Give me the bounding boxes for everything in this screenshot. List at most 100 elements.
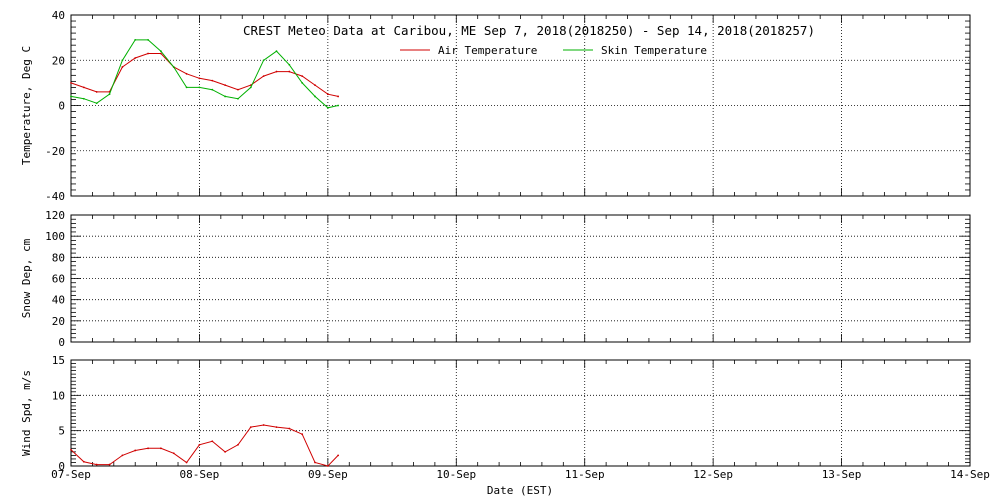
data-point [147, 52, 149, 55]
data-point [121, 66, 124, 68]
x-tick-label: 13-Sep [822, 468, 862, 481]
x-tick-label: 10-Sep [436, 468, 476, 481]
y-tick-label: 100 [45, 230, 65, 243]
data-point [275, 426, 278, 429]
data-point [249, 426, 252, 429]
data-point [160, 447, 162, 450]
panel-3: 0 5 10 15 Wind Spd, m/s 07-Sep 08-Sep 09-Sep 10-… [20, 354, 990, 481]
data-point [134, 449, 137, 452]
data-point [249, 86, 252, 89]
x-tick-label: 12-Sep [693, 468, 733, 481]
legend-entry: Skin Temperature [601, 44, 707, 57]
data-point [237, 97, 239, 100]
y-tick-label: -20 [45, 145, 65, 158]
data-point [224, 84, 227, 87]
data-point [288, 427, 291, 430]
data-point [185, 72, 188, 75]
x-tick-label: 07-Sep [51, 468, 91, 481]
plot-frame [70, 359, 971, 467]
data-point [326, 93, 329, 96]
y-tick-label: 120 [45, 209, 65, 222]
data-point [262, 424, 265, 426]
data-point [147, 447, 149, 450]
data-point [95, 102, 98, 105]
data-point [95, 463, 98, 466]
data-point [314, 95, 316, 98]
y-tick-label: 15 [52, 354, 65, 367]
data-point [172, 452, 175, 455]
data-point [70, 448, 72, 451]
legend: Air Temperature Skin Temperature [400, 44, 707, 57]
data-point [337, 104, 340, 107]
data-point [237, 88, 239, 91]
data-point [198, 443, 201, 446]
y-tick-label: 0 [58, 460, 65, 473]
data-point [160, 50, 162, 53]
y-tick-label: 40 [52, 294, 65, 307]
data-point [185, 461, 188, 464]
data-point [288, 63, 291, 66]
data-point [262, 59, 265, 62]
data-point [275, 50, 278, 53]
y-tick-label: 0 [58, 100, 65, 113]
data-point [224, 450, 227, 453]
data-point [108, 93, 111, 96]
data-point [326, 106, 329, 109]
y-tick-label: 40 [52, 9, 65, 22]
data-point [314, 84, 316, 87]
data-point [288, 70, 291, 73]
data-point [121, 454, 124, 457]
data-point [82, 460, 85, 463]
y-axis-label: Wind Spd, m/s [20, 370, 33, 456]
data-point [326, 465, 329, 467]
data-point [82, 97, 85, 100]
y-tick-label: 80 [52, 251, 65, 264]
x-tick-label: 09-Sep [308, 468, 348, 481]
data-point [211, 88, 214, 91]
y-tick-label: 10 [52, 389, 65, 402]
data-point [301, 433, 304, 436]
y-tick-label: 20 [52, 315, 65, 328]
panel-1: -40 -20 0 20 40 Temperature, Deg C [20, 9, 971, 203]
data-point [134, 38, 137, 41]
x-axis-label: Date (EST) [487, 484, 553, 497]
panel-2: 0 20 40 60 80 100 120 Snow Dep, cm [20, 209, 971, 349]
data-point [224, 95, 227, 98]
data-point [262, 75, 265, 77]
y-tick-label: 60 [52, 273, 65, 286]
data-point [237, 443, 239, 446]
data-point [70, 81, 72, 84]
y-axis-label: Snow Dep, cm [20, 238, 33, 318]
x-tick-label: 08-Sep [180, 468, 220, 481]
data-point [82, 86, 85, 89]
data-point [301, 81, 304, 84]
data-point [337, 95, 340, 98]
y-tick-label: -40 [45, 190, 65, 203]
data-point [121, 59, 124, 62]
data-point [211, 79, 214, 82]
data-point [172, 66, 175, 68]
data-point [134, 57, 137, 59]
data-point [185, 86, 188, 89]
chart-title: CREST Meteo Data at Caribou, ME Sep 7, 2… [243, 23, 815, 38]
plot-frame [70, 214, 971, 343]
data-point [198, 86, 201, 89]
data-point [160, 52, 162, 55]
data-point [301, 75, 304, 77]
y-tick-label: 5 [58, 425, 65, 438]
legend-entry: Air Temperature [438, 44, 537, 57]
x-tick-label: 14-Sep [950, 468, 990, 481]
data-point [337, 454, 340, 457]
plot-frame [70, 14, 971, 197]
y-axis-label: Temperature, Deg C [20, 46, 33, 165]
series-line-1 [70, 424, 339, 467]
y-tick-label: 20 [52, 54, 65, 67]
data-point [147, 38, 149, 41]
y-tick-label: 0 [58, 336, 65, 349]
x-tick-label: 11-Sep [565, 468, 605, 481]
data-point [70, 95, 72, 98]
data-point [198, 77, 201, 80]
data-point [211, 440, 214, 443]
data-point [314, 461, 316, 464]
